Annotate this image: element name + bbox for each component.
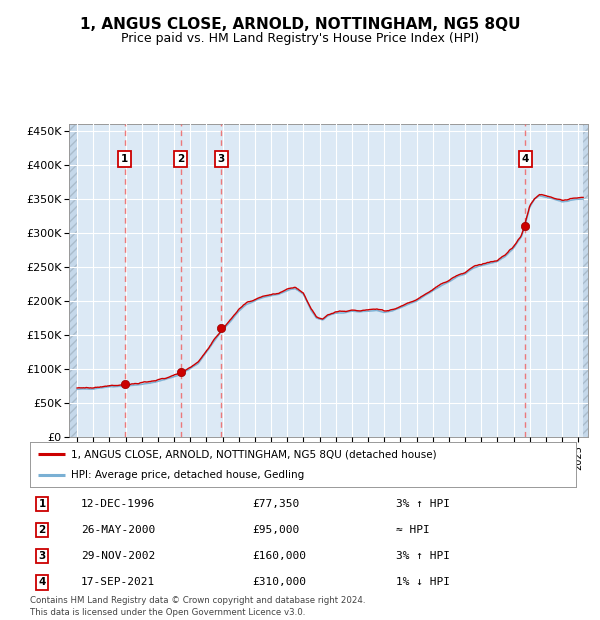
Text: HPI: Average price, detached house, Gedling: HPI: Average price, detached house, Gedl… — [71, 469, 304, 480]
Bar — [583, 124, 588, 437]
Text: 3% ↑ HPI: 3% ↑ HPI — [396, 499, 450, 509]
Text: 26-MAY-2000: 26-MAY-2000 — [81, 525, 155, 535]
Text: 12-DEC-1996: 12-DEC-1996 — [81, 499, 155, 509]
Text: This data is licensed under the Open Government Licence v3.0.: This data is licensed under the Open Gov… — [30, 608, 305, 617]
Text: 1, ANGUS CLOSE, ARNOLD, NOTTINGHAM, NG5 8QU (detached house): 1, ANGUS CLOSE, ARNOLD, NOTTINGHAM, NG5 … — [71, 449, 437, 459]
Text: Price paid vs. HM Land Registry's House Price Index (HPI): Price paid vs. HM Land Registry's House … — [121, 32, 479, 45]
Text: 3: 3 — [38, 551, 46, 561]
Text: ≈ HPI: ≈ HPI — [396, 525, 430, 535]
Text: 2: 2 — [177, 154, 184, 164]
Bar — [69, 124, 77, 437]
Text: 4: 4 — [521, 154, 529, 164]
Text: £95,000: £95,000 — [252, 525, 299, 535]
Text: 1, ANGUS CLOSE, ARNOLD, NOTTINGHAM, NG5 8QU: 1, ANGUS CLOSE, ARNOLD, NOTTINGHAM, NG5 … — [80, 17, 520, 32]
Text: Contains HM Land Registry data © Crown copyright and database right 2024.: Contains HM Land Registry data © Crown c… — [30, 596, 365, 606]
Text: £160,000: £160,000 — [252, 551, 306, 561]
Text: 4: 4 — [38, 577, 46, 587]
Text: 17-SEP-2021: 17-SEP-2021 — [81, 577, 155, 587]
Text: 2: 2 — [38, 525, 46, 535]
Text: 3: 3 — [218, 154, 225, 164]
Text: 1% ↓ HPI: 1% ↓ HPI — [396, 577, 450, 587]
Text: 1: 1 — [38, 499, 46, 509]
Text: 1: 1 — [121, 154, 128, 164]
Text: £77,350: £77,350 — [252, 499, 299, 509]
Text: 3% ↑ HPI: 3% ↑ HPI — [396, 551, 450, 561]
Text: 29-NOV-2002: 29-NOV-2002 — [81, 551, 155, 561]
Text: £310,000: £310,000 — [252, 577, 306, 587]
